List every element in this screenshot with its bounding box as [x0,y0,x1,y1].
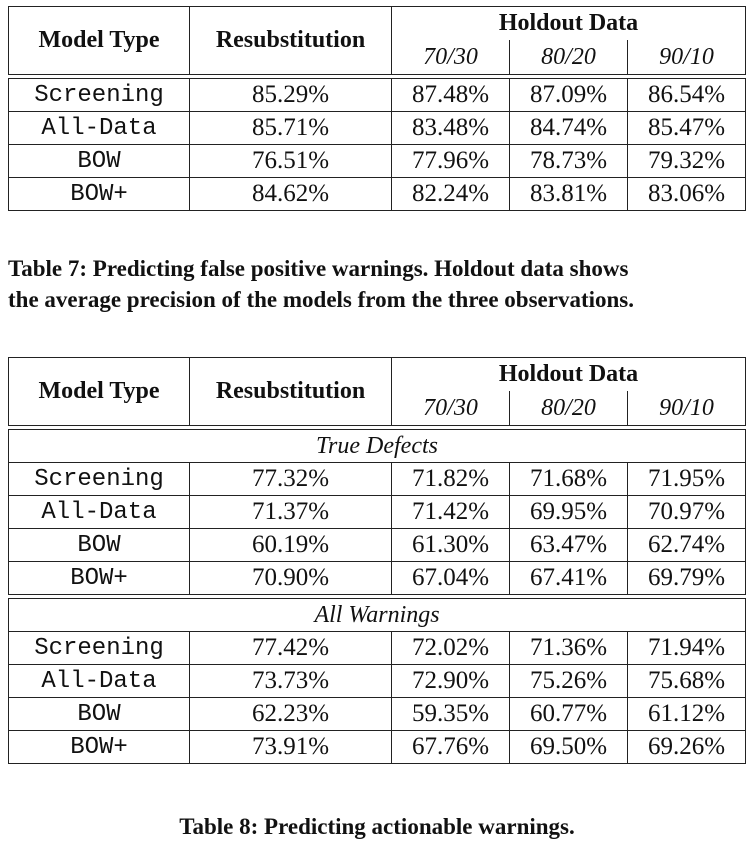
header-resubstitution: Resubstitution [189,6,392,75]
holdout-80-20-cell: 69.95% [509,495,628,529]
model-cell: BOW+ [8,177,190,211]
holdout-90-10-cell: 71.95% [626,462,747,496]
holdout-70-30-cell: 83.48% [391,111,510,145]
holdout-90-10-cell: 85.47% [626,111,747,145]
table-7-caption-line-1: Table 7: Predicting false positive warni… [8,256,629,281]
holdout-80-20-cell: 63.47% [509,528,628,562]
holdout-70-30-cell: 67.76% [391,730,510,764]
resub-cell: 84.62% [189,177,392,211]
holdout-80-20-cell: 67.41% [509,561,628,595]
header-model-type: Model Type [8,357,190,426]
holdout-90-10-cell: 62.74% [626,528,747,562]
table-row: BOW 60.19% 61.30% 63.47% 62.74% [8,528,747,562]
holdout-90-10-cell: 61.12% [626,697,747,731]
model-cell: BOW [8,528,190,562]
resub-cell: 85.29% [189,78,392,112]
table-8-caption: Table 8: Predicting actionable warnings. [179,814,575,839]
table-row: All-Data 71.37% 71.42% 69.95% 70.97% [8,495,747,529]
resub-cell: 73.73% [189,664,392,698]
holdout-80-20-cell: 71.68% [509,462,628,496]
resub-cell: 77.42% [189,631,392,665]
model-cell: BOW+ [8,561,190,595]
resub-cell: 77.32% [189,462,392,496]
holdout-70-30-cell: 71.82% [391,462,510,496]
header-split-80-20: 80/20 [509,391,628,426]
holdout-70-30-cell: 71.42% [391,495,510,529]
holdout-70-30-cell: 72.02% [391,631,510,665]
model-cell: All-Data [8,664,190,698]
holdout-80-20-cell: 60.77% [509,697,628,731]
holdout-70-30-cell: 87.48% [391,78,510,112]
model-cell: Screening [8,631,190,665]
holdout-90-10-cell: 69.26% [626,730,747,764]
table-8: Model Type Resubstitution Holdout Data 7… [7,357,747,764]
table-row: All-Data 85.71% 83.48% 84.74% 85.47% [8,111,747,145]
model-cell: All-Data [8,495,190,529]
table-row: Screening 85.29% 87.48% 87.09% 86.54% [8,78,747,112]
resub-cell: 71.37% [189,495,392,529]
header-holdout-data: Holdout Data [390,357,747,391]
table-row: BOW+ 70.90% 67.04% 67.41% 69.79% [8,561,747,595]
holdout-70-30-cell: 61.30% [391,528,510,562]
holdout-80-20-cell: 87.09% [509,78,628,112]
table-row: Screening 77.42% 72.02% 71.36% 71.94% [8,631,747,665]
header-split-90-10: 90/10 [626,40,747,75]
holdout-90-10-cell: 69.79% [626,561,747,595]
holdout-80-20-cell: 71.36% [509,631,628,665]
holdout-80-20-cell: 75.26% [509,664,628,698]
resub-cell: 85.71% [189,111,392,145]
holdout-80-20-cell: 69.50% [509,730,628,764]
model-cell: Screening [8,78,190,112]
holdout-70-30-cell: 77.96% [391,144,510,178]
group-title-true-defects: True Defects [7,429,747,463]
table-row: All-Data 73.73% 72.90% 75.26% 75.68% [8,664,747,698]
resub-cell: 76.51% [189,144,392,178]
table-7-caption-line-2: the average precision of the models from… [8,287,635,312]
holdout-90-10-cell: 75.68% [626,664,747,698]
resub-cell: 60.19% [189,528,392,562]
table-row: BOW+ 84.62% 82.24% 83.81% 83.06% [8,177,747,211]
table-row: Screening 77.32% 71.82% 71.68% 71.95% [8,462,747,496]
header-split-80-20: 80/20 [509,40,628,75]
holdout-70-30-cell: 59.35% [391,697,510,731]
table-row: BOW+ 73.91% 67.76% 69.50% 69.26% [8,730,747,764]
holdout-90-10-cell: 79.32% [626,144,747,178]
header-split-70-30: 70/30 [391,40,510,75]
holdout-70-30-cell: 82.24% [391,177,510,211]
header-resubstitution: Resubstitution [189,357,392,426]
table-row: BOW 62.23% 59.35% 60.77% 61.12% [8,697,747,731]
holdout-90-10-cell: 86.54% [626,78,747,112]
resub-cell: 70.90% [189,561,392,595]
holdout-70-30-cell: 72.90% [391,664,510,698]
holdout-90-10-cell: 83.06% [626,177,747,211]
holdout-90-10-cell: 70.97% [626,495,747,529]
header-model-type: Model Type [8,6,190,75]
holdout-80-20-cell: 84.74% [509,111,628,145]
holdout-70-30-cell: 67.04% [391,561,510,595]
model-cell: All-Data [8,111,190,145]
holdout-90-10-cell: 71.94% [626,631,747,665]
header-split-90-10: 90/10 [626,391,747,426]
model-cell: BOW [8,697,190,731]
header-holdout-data: Holdout Data [390,6,747,40]
model-cell: Screening [8,462,190,496]
header-split-70-30: 70/30 [391,391,510,426]
resub-cell: 62.23% [189,697,392,731]
table-7: Model Type Resubstitution Holdout Data 7… [8,6,747,211]
model-cell: BOW [8,144,190,178]
holdout-80-20-cell: 78.73% [509,144,628,178]
group-title-all-warnings: All Warnings [7,598,747,632]
model-cell: BOW+ [8,730,190,764]
table-row: BOW 76.51% 77.96% 78.73% 79.32% [8,144,747,178]
resub-cell: 73.91% [189,730,392,764]
holdout-80-20-cell: 83.81% [509,177,628,211]
